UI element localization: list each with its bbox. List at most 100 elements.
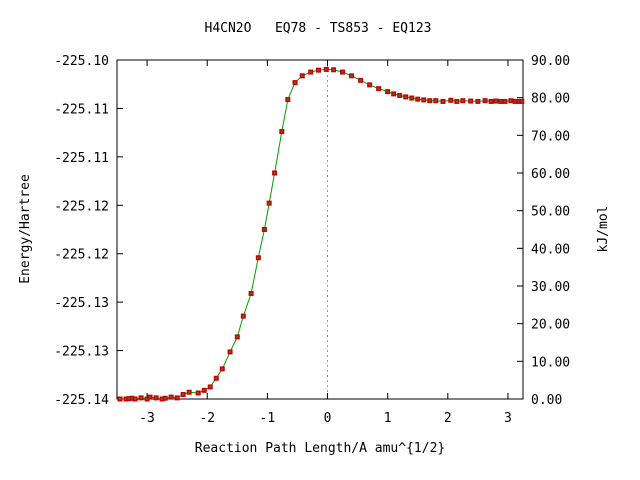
data-point-center [236,335,239,338]
data-point-center [416,98,419,101]
data-point-center [188,391,191,394]
y-right-tick-label: 10.00 [531,355,570,370]
data-point-center [428,99,431,102]
y-right-tick-label: 80.00 [531,92,570,107]
data-point-center [263,228,266,231]
y-left-tick-label: -225.12 [54,248,109,263]
data-point-center [422,98,425,101]
y-left-axis-label: Energy/Hartree [18,174,33,284]
y-right-axis: 0.00 10.00 20.00 30.00 40.00 50.00 60.00 70.00 8… [517,54,570,408]
data-point-center [140,396,143,399]
data-point-center [268,202,271,205]
data-point-center [484,99,487,102]
data-point-center [273,172,276,174]
data-point-center [490,100,493,103]
data-point-center [398,94,401,97]
data-point-center [455,100,458,103]
data-point-center [229,350,232,353]
data-point-center [215,377,218,380]
data-point-center [469,100,472,103]
data-point-center [161,398,164,400]
y-right-tick-label: 90.00 [531,54,570,69]
data-point-center [294,81,297,84]
x-axis: -3 -2 -1 0 1 2 3 [139,60,512,426]
data-point-center [182,393,185,396]
energy-curve [120,68,522,400]
data-point-center [520,100,523,103]
y-right-tick-label: 0.00 [531,393,562,408]
y-right-tick-label: 70.00 [531,129,570,144]
data-point-center [134,398,137,400]
data-point-center [386,90,389,93]
data-point-center [280,130,283,133]
y-right-tick-label: 20.00 [531,318,570,333]
x-tick-label: 3 [504,411,512,426]
data-point-center [155,396,158,399]
data-point-center [377,87,380,90]
y-left-tick-label: -225.13 [54,345,109,360]
data-point-center [257,256,260,259]
data-point-center [242,315,245,318]
data-point-center [476,100,479,103]
data-point-center [125,398,128,400]
y-left-axis: -225.14 -225.13 -225.13 -225.12 -225.12 -225.… [54,54,123,408]
data-point-center [209,385,212,388]
data-point-center [164,397,167,400]
y-left-tick-label: -225.11 [54,102,109,117]
data-point-center [341,71,344,74]
plot-frame [116,59,524,400]
data-markers [117,66,525,402]
data-point-center [350,74,353,77]
x-tick-label: -1 [260,411,276,426]
data-point-center [442,100,445,103]
data-point-center [359,79,362,82]
data-point-center [499,100,502,103]
y-left-tick-label: -225.12 [54,199,109,214]
x-axis-label: Reaction Path Length/A amu^{1/2} [195,441,445,456]
data-point-center [392,92,395,95]
data-point-center [170,396,173,399]
data-point-center [250,292,253,295]
data-point-center [325,68,328,71]
data-point-center [131,397,134,400]
data-point-center [517,100,520,103]
data-point-center [309,71,312,74]
y-left-tick-label: -225.11 [54,151,109,166]
data-point-center [509,99,512,102]
x-tick-label: -2 [199,411,215,426]
data-point-center [434,99,437,102]
y-left-tick-label: -225.10 [54,54,109,69]
y-right-tick-label: 40.00 [531,242,570,257]
data-point-center [119,398,122,400]
data-point-center [128,397,131,400]
data-point-center [404,95,407,98]
y-right-tick-label: 30.00 [531,280,570,295]
y-left-tick-label: -225.14 [54,393,109,408]
data-point-center [149,396,152,399]
x-tick-label: 1 [384,411,392,426]
x-tick-label: 2 [444,411,452,426]
y-right-axis-label: kJ/mol [596,206,611,253]
data-point-center [176,396,179,399]
y-right-tick-label: 50.00 [531,205,570,220]
data-point-center [203,389,206,392]
data-point-center [449,99,452,102]
data-point-center [286,98,289,101]
data-point-center [410,97,413,100]
data-point-center [514,100,517,103]
data-point-center [461,99,464,102]
data-point-center [503,100,506,103]
data-point-center [221,367,224,370]
data-point-center [146,398,149,400]
y-right-tick-label: 60.00 [531,167,570,182]
x-tick-label: 0 [324,411,332,426]
data-point-center [301,74,304,77]
data-point-center [368,83,371,86]
data-point-center [494,100,497,103]
data-point-center [332,68,335,71]
chart-title: H4CN2O EQ78 - TS853 - EQ123 [205,21,432,36]
y-left-tick-label: -225.13 [54,296,109,311]
data-point-center [197,391,200,394]
x-tick-label: -3 [139,411,155,426]
